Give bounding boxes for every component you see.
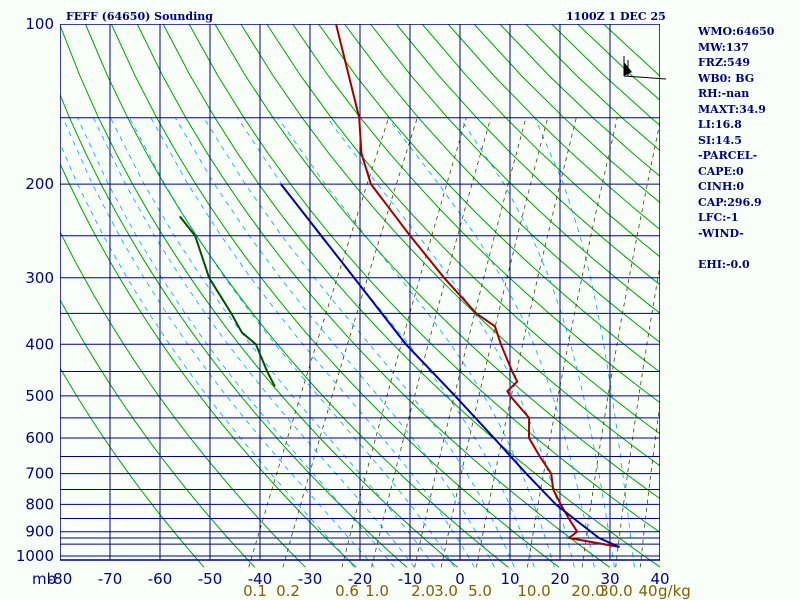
temp-label--10: -10 [398, 570, 423, 588]
index-item: -PARCEL- [698, 149, 758, 162]
dry-adiabat-260 [60, 93, 408, 568]
temp-label--30: -30 [298, 570, 323, 588]
temp-label--60: -60 [148, 570, 173, 588]
dewpoint-line [179, 215, 276, 387]
mixing-ratio-label-8: 20.0 [571, 582, 604, 600]
index-item [698, 241, 774, 257]
pressure-label-400: 400 [25, 335, 54, 353]
dry-adiabat-320 [188, 24, 660, 534]
dry-adiabat-290 [110, 24, 560, 568]
index-item: EHI:-0.0 [698, 257, 750, 271]
index-item: -WIND- [698, 226, 744, 240]
pressure-label-800: 800 [25, 495, 54, 513]
pressure-label-300: 300 [25, 269, 54, 287]
dry-adiabat-300 [136, 24, 610, 568]
pressure-label-200: 200 [25, 175, 54, 193]
index-item: MW:137 [698, 40, 749, 54]
dry-adiabat-410 [421, 24, 660, 258]
wind-barb [623, 56, 667, 80]
temp-label--20: -20 [348, 570, 373, 588]
index-item: LFC:-1 [698, 211, 739, 224]
temp-label-0: 0 [455, 570, 465, 588]
valid-time: 1100Z 1 DEC 25 [566, 10, 666, 23]
temp-label-30: 30 [600, 570, 619, 588]
temp-label--80: -80 [48, 570, 73, 588]
pressure-label-700: 700 [25, 465, 54, 483]
pressure-label-500: 500 [25, 387, 54, 405]
pressure-label-600: 600 [25, 429, 54, 447]
temp-label--50: -50 [198, 570, 223, 588]
mixing-ratio-label-10: 40 [638, 582, 657, 600]
dry-adiabat-220 [60, 366, 205, 568]
pressure-unit-label: mb [32, 570, 56, 588]
index-item: RH:-nan [698, 87, 750, 100]
dry-adiabat-240 [60, 230, 306, 568]
dry-adiabat-390 [369, 24, 660, 314]
pressure-label-100: 100 [25, 15, 54, 33]
dry-adiabat-370 [318, 24, 660, 373]
mixing-ratio-label-3: 1.0 [365, 582, 389, 600]
pressure-label-900: 900 [25, 523, 54, 541]
temp-label-40: 40 [650, 570, 669, 588]
plot-area [60, 24, 660, 580]
index-item: SI:14.5 [698, 133, 742, 147]
dry-adiabat-360 [292, 24, 660, 404]
index-item: CAP:296.9 [698, 195, 762, 209]
index-item: WB0: BG [698, 71, 755, 85]
dry-adiabat-250 [60, 162, 357, 568]
plot-border [60, 24, 660, 561]
chart-title: FEFF (64650) Sounding [66, 10, 213, 23]
mixing-ratio-label-2: 0.6 [335, 582, 359, 600]
mixing-ratio-label-0: 0.1 [243, 582, 267, 600]
dry-adiabat-350 [266, 24, 660, 435]
index-item: FRZ:549 [698, 56, 751, 69]
dry-adiabat-330 [214, 24, 660, 500]
mixing-ratio-label-1: 0.2 [276, 582, 300, 600]
mixing-ratio-label-6: 5.0 [468, 582, 492, 600]
parcel-line [280, 183, 620, 548]
dry-adiabat-270 [60, 24, 458, 568]
temp-label-20: 20 [550, 570, 569, 588]
index-item: WMO:64650 [698, 25, 775, 38]
mixing-ratio-label-4: 2.0 [411, 582, 435, 600]
mixing-ratio-label-9: 30.0 [599, 582, 632, 600]
mixing-ratio-unit: g/kg [658, 582, 691, 600]
index-item: LI:16.8 [698, 118, 742, 131]
mixing-ratio-label-5: 3.0 [434, 582, 458, 600]
index-item: CINH:0 [698, 180, 745, 193]
sounding-indices: WMO:64650 MW:137 FRZ:549 WB0: BG RH:-nan MAXT… [698, 24, 774, 272]
index-item: CAPE:0 [698, 164, 744, 178]
dry-adiabat-400 [395, 24, 660, 286]
pressure-label-1000: 1000 [16, 547, 54, 565]
temperature-line [335, 24, 620, 548]
dry-adiabat-310 [162, 24, 660, 568]
temp-label--40: -40 [248, 570, 273, 588]
mixing-ratio-label-7: 10.0 [517, 582, 550, 600]
dry-adiabat-380 [344, 24, 660, 344]
index-item: MAXT:34.9 [698, 102, 766, 116]
temp-label-10: 10 [500, 570, 519, 588]
dry-adiabat-230 [60, 298, 256, 568]
temp-label--70: -70 [98, 570, 123, 588]
